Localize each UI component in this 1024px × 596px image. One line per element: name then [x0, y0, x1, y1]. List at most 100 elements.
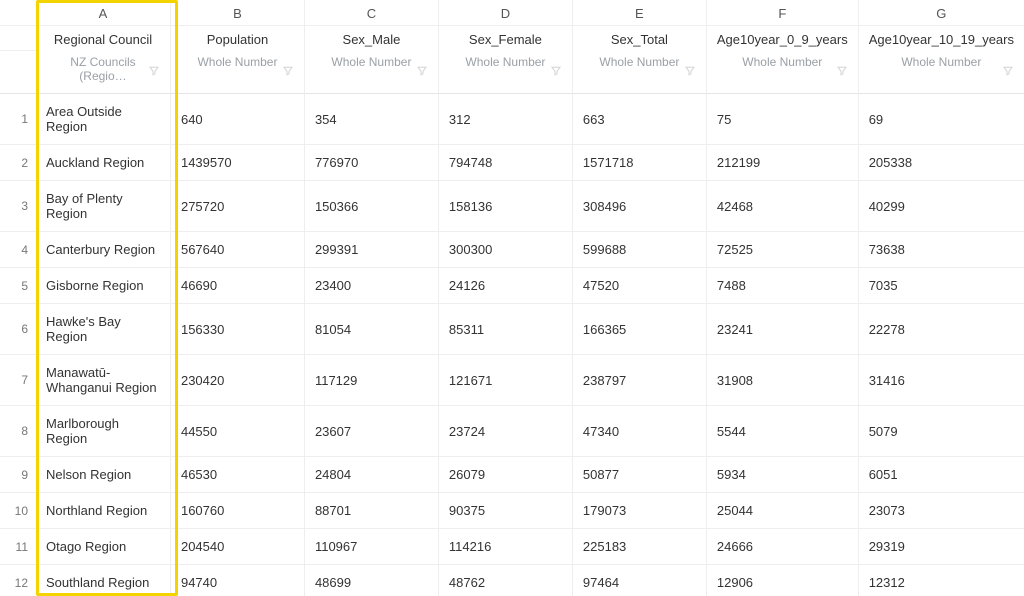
cell-value[interactable]: 26079	[438, 457, 572, 493]
column-letter[interactable]: A	[36, 0, 170, 26]
column-header[interactable]: Age10year_10_19_years	[858, 26, 1024, 51]
column-letter[interactable]: D	[438, 0, 572, 26]
column-type[interactable]: Whole Number	[858, 51, 1024, 94]
row-number[interactable]: 1	[0, 94, 36, 145]
column-letter[interactable]: G	[858, 0, 1024, 26]
cell-value[interactable]: 46690	[170, 268, 304, 304]
column-letter[interactable]: F	[706, 0, 858, 26]
row-number[interactable]: 11	[0, 529, 36, 565]
filter-icon[interactable]	[416, 65, 428, 77]
cell-value[interactable]: 85311	[438, 304, 572, 355]
filter-icon[interactable]	[550, 65, 562, 77]
cell-value[interactable]: 12312	[858, 565, 1024, 596]
cell-value[interactable]: 22278	[858, 304, 1024, 355]
cell-value[interactable]: 94740	[170, 565, 304, 596]
column-type[interactable]: Whole Number	[706, 51, 858, 94]
cell-value[interactable]: 12906	[706, 565, 858, 596]
cell-region-name[interactable]: Hawke's Bay Region	[36, 304, 170, 355]
cell-value[interactable]: 204540	[170, 529, 304, 565]
row-number[interactable]: 3	[0, 181, 36, 232]
cell-value[interactable]: 160760	[170, 493, 304, 529]
cell-value[interactable]: 212199	[706, 145, 858, 181]
cell-value[interactable]: 90375	[438, 493, 572, 529]
cell-value[interactable]: 599688	[572, 232, 706, 268]
row-number[interactable]: 6	[0, 304, 36, 355]
cell-value[interactable]: 308496	[572, 181, 706, 232]
cell-value[interactable]: 275720	[170, 181, 304, 232]
cell-value[interactable]: 354	[304, 94, 438, 145]
column-letter[interactable]: C	[304, 0, 438, 26]
cell-value[interactable]: 23073	[858, 493, 1024, 529]
cell-value[interactable]: 48762	[438, 565, 572, 596]
column-header[interactable]: Sex_Female	[438, 26, 572, 51]
cell-value[interactable]: 299391	[304, 232, 438, 268]
cell-value[interactable]: 640	[170, 94, 304, 145]
cell-value[interactable]: 50877	[572, 457, 706, 493]
cell-value[interactable]: 5934	[706, 457, 858, 493]
cell-value[interactable]: 121671	[438, 355, 572, 406]
cell-value[interactable]: 97464	[572, 565, 706, 596]
cell-value[interactable]: 7488	[706, 268, 858, 304]
cell-value[interactable]: 110967	[304, 529, 438, 565]
column-header[interactable]: Population	[170, 26, 304, 51]
cell-value[interactable]: 158136	[438, 181, 572, 232]
column-header[interactable]: Sex_Male	[304, 26, 438, 51]
cell-region-name[interactable]: Southland Region	[36, 565, 170, 596]
cell-region-name[interactable]: Bay of Plenty Region	[36, 181, 170, 232]
cell-value[interactable]: 88701	[304, 493, 438, 529]
cell-region-name[interactable]: Otago Region	[36, 529, 170, 565]
cell-value[interactable]: 47340	[572, 406, 706, 457]
filter-icon[interactable]	[836, 65, 848, 77]
cell-value[interactable]: 23400	[304, 268, 438, 304]
cell-value[interactable]: 166365	[572, 304, 706, 355]
spreadsheet-grid[interactable]: ABCDEFGRegional CouncilPopulationSex_Mal…	[0, 0, 1024, 596]
cell-value[interactable]: 44550	[170, 406, 304, 457]
cell-value[interactable]: 42468	[706, 181, 858, 232]
cell-value[interactable]: 47520	[572, 268, 706, 304]
cell-value[interactable]: 24666	[706, 529, 858, 565]
cell-value[interactable]: 225183	[572, 529, 706, 565]
column-type[interactable]: NZ Councils (Regio…	[36, 51, 170, 94]
cell-value[interactable]: 776970	[304, 145, 438, 181]
column-letter[interactable]: E	[572, 0, 706, 26]
column-header[interactable]: Age10year_0_9_years	[706, 26, 858, 51]
cell-region-name[interactable]: Canterbury Region	[36, 232, 170, 268]
cell-value[interactable]: 1439570	[170, 145, 304, 181]
cell-value[interactable]: 150366	[304, 181, 438, 232]
cell-value[interactable]: 7035	[858, 268, 1024, 304]
cell-value[interactable]: 205338	[858, 145, 1024, 181]
cell-value[interactable]: 567640	[170, 232, 304, 268]
column-letter[interactable]: B	[170, 0, 304, 26]
cell-value[interactable]: 24126	[438, 268, 572, 304]
cell-value[interactable]: 72525	[706, 232, 858, 268]
filter-icon[interactable]	[1002, 65, 1014, 77]
cell-value[interactable]: 230420	[170, 355, 304, 406]
row-number[interactable]: 8	[0, 406, 36, 457]
row-number[interactable]: 10	[0, 493, 36, 529]
cell-value[interactable]: 300300	[438, 232, 572, 268]
row-number[interactable]: 9	[0, 457, 36, 493]
cell-value[interactable]: 81054	[304, 304, 438, 355]
cell-value[interactable]: 663	[572, 94, 706, 145]
cell-region-name[interactable]: Gisborne Region	[36, 268, 170, 304]
cell-region-name[interactable]: Northland Region	[36, 493, 170, 529]
cell-value[interactable]: 23724	[438, 406, 572, 457]
cell-value[interactable]: 75	[706, 94, 858, 145]
column-type[interactable]: Whole Number	[438, 51, 572, 94]
row-number[interactable]: 7	[0, 355, 36, 406]
cell-value[interactable]: 312	[438, 94, 572, 145]
cell-value[interactable]: 5544	[706, 406, 858, 457]
cell-value[interactable]: 179073	[572, 493, 706, 529]
filter-icon[interactable]	[148, 65, 160, 77]
cell-value[interactable]: 23241	[706, 304, 858, 355]
row-number[interactable]: 12	[0, 565, 36, 596]
cell-value[interactable]: 117129	[304, 355, 438, 406]
cell-value[interactable]: 23607	[304, 406, 438, 457]
cell-value[interactable]: 29319	[858, 529, 1024, 565]
column-type[interactable]: Whole Number	[170, 51, 304, 94]
column-header[interactable]: Sex_Total	[572, 26, 706, 51]
cell-value[interactable]: 25044	[706, 493, 858, 529]
row-number[interactable]: 4	[0, 232, 36, 268]
cell-value[interactable]: 5079	[858, 406, 1024, 457]
cell-value[interactable]: 1571718	[572, 145, 706, 181]
